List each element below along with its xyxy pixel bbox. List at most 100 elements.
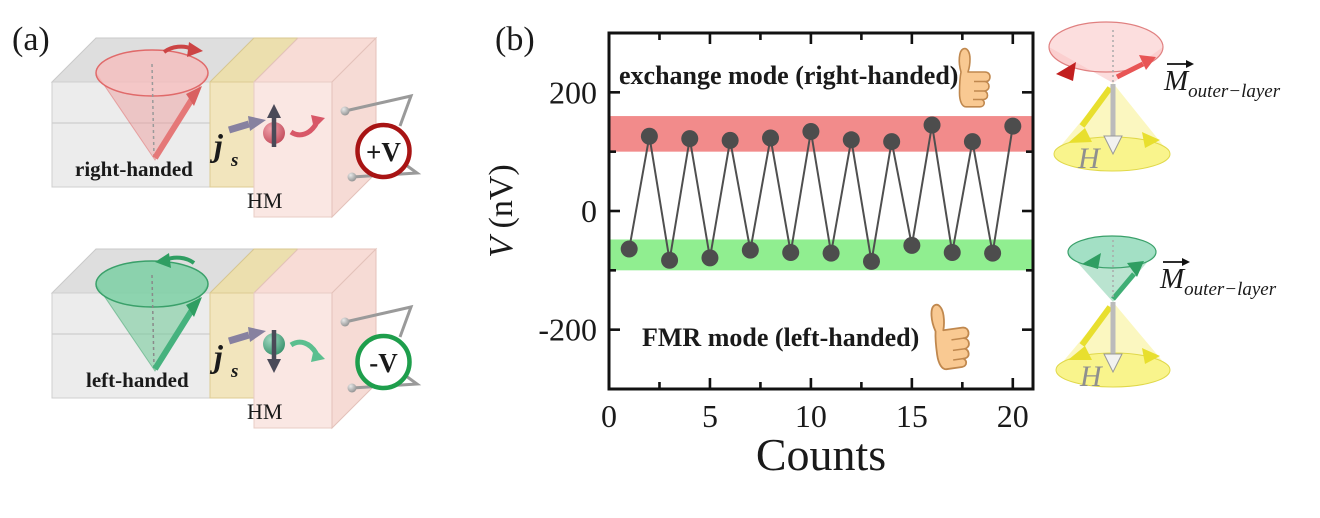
band-1: [610, 239, 1032, 271]
magnetization-cone-body: [1068, 252, 1156, 302]
magnetization-arrowhead: [1127, 261, 1144, 277]
m-outer-layer-label-bottom: Mouter−layer: [1159, 263, 1277, 300]
field-symbol-top: H: [1077, 142, 1102, 175]
data-point: [903, 236, 921, 254]
x-axis-label: Counts: [756, 429, 886, 480]
fmr-mode-annotation: FMR mode (left-handed): [642, 323, 919, 352]
hm-label-bottom: HM: [247, 399, 282, 424]
x-tick-label: 0: [601, 398, 617, 434]
panel-a-label: (a): [12, 21, 50, 58]
magnetization-rod: [152, 97, 195, 160]
side-diagram-bottom-left-handed: H Mouter−layer: [1055, 235, 1277, 393]
y-tick-label: -200: [538, 312, 597, 348]
y-tick-label: 0: [581, 193, 597, 229]
field-rim-arrowhead: [1142, 132, 1160, 148]
field-arrowhead: [1103, 135, 1123, 156]
wire-terminal: [340, 317, 350, 327]
y-tick-label: 200: [549, 74, 597, 110]
spin-current-subscript-top: s: [230, 150, 238, 171]
data-point: [620, 240, 638, 258]
deflection-arrowhead-bottom: [311, 348, 325, 362]
handedness-label-bottom: left-handed: [86, 368, 189, 392]
field-precession-arrow: [1079, 305, 1113, 347]
magnetization-arrowhead: [1139, 55, 1156, 70]
voltage-label-positive: +V: [366, 137, 401, 167]
wire-top: [344, 93, 414, 127]
hm-box-front-face: [253, 292, 333, 429]
spin-down-arrowhead: [267, 359, 281, 373]
vector-arrowhead: [1182, 258, 1190, 266]
magnetization-arrowhead: [186, 86, 202, 106]
magnetization-arrow: [1111, 272, 1136, 301]
x-tick-label: 5: [702, 398, 718, 434]
magnetization-arrow: [1115, 61, 1145, 80]
voltmeter-circle-positive: [355, 122, 412, 180]
data-point: [741, 241, 759, 259]
handedness-label-top: right-handed: [75, 157, 193, 181]
chart-plot-area: 0 5 10 15 20 -200 0 200: [538, 31, 1035, 434]
band-0: [610, 116, 1032, 152]
spin-current-arrowhead: [248, 116, 266, 131]
thumbs-up-icon: [958, 47, 991, 108]
field-arrowhead: [1103, 353, 1123, 374]
spin-current-arrow: [227, 120, 251, 134]
data-point: [963, 133, 981, 151]
voltage-label-negative: -V: [369, 348, 398, 378]
spin-up-arrowhead: [267, 104, 281, 118]
spin-current-arrow: [227, 331, 251, 345]
field-precession-arrow: [1079, 86, 1113, 128]
data-point: [883, 133, 901, 151]
wire-top: [344, 304, 414, 338]
m-outer-layer-label-top: Mouter−layer: [1163, 65, 1281, 102]
x-tick-label: 20: [997, 398, 1029, 434]
field-symbol-bottom: H: [1079, 360, 1104, 393]
wire-terminal: [347, 383, 357, 393]
data-point: [1004, 117, 1022, 135]
data-point: [862, 252, 880, 270]
data-point: [943, 244, 961, 262]
hm-box-front-face: [253, 81, 333, 218]
interface-layer-front-face: [209, 292, 255, 399]
data-point: [762, 129, 780, 147]
field-rim-arrowhead: [1142, 348, 1160, 364]
data-point: [701, 249, 719, 267]
deflection-arrowhead-top: [311, 115, 325, 129]
hm-label-top: HM: [247, 188, 282, 213]
data-line: [628, 124, 1014, 262]
magnetization-cone-rim: [1048, 21, 1164, 73]
wire-terminal: [347, 172, 357, 182]
voltmeter-circle-negative: [355, 333, 412, 391]
panel-a-bottom-device: left-handed HM j s -V: [50, 247, 422, 430]
data-point: [721, 131, 739, 149]
vector-arrowhead: [1186, 60, 1194, 68]
magnetization-rod: [152, 308, 195, 371]
precession-arrowhead: [187, 42, 203, 57]
rim-rotation-arrowhead: [1056, 62, 1076, 81]
exchange-mode-annotation: exchange mode (right-handed): [619, 61, 958, 90]
panel-a-top-device: right-handed HM j s +V: [50, 36, 422, 219]
y-axis-label: V (nV): [483, 164, 520, 257]
x-tick-label: 15: [896, 398, 928, 434]
precession-cone-right-handed: [95, 42, 209, 161]
data-point: [640, 127, 658, 145]
data-point: [984, 244, 1002, 262]
rim-rotation-arrowhead: [1082, 253, 1101, 269]
field-precession-arrowhead: [1068, 128, 1092, 143]
data-point: [661, 251, 679, 269]
data-point: [681, 130, 699, 148]
data-point: [782, 244, 800, 262]
precession-cone-left-handed: [95, 253, 209, 372]
x-tick-label: 10: [795, 398, 827, 434]
field-precession-arrowhead: [1068, 346, 1092, 360]
data-point: [802, 122, 820, 140]
spin-current-subscript-bottom: s: [230, 361, 238, 382]
wire-terminal: [340, 106, 350, 116]
magnetization-arrowhead: [186, 297, 202, 317]
interface-layer-front-face: [209, 81, 255, 188]
precession-arrowhead: [155, 253, 171, 268]
thumbs-up-icon: [929, 299, 975, 372]
data-point: [822, 244, 840, 262]
data-point: [923, 116, 941, 134]
